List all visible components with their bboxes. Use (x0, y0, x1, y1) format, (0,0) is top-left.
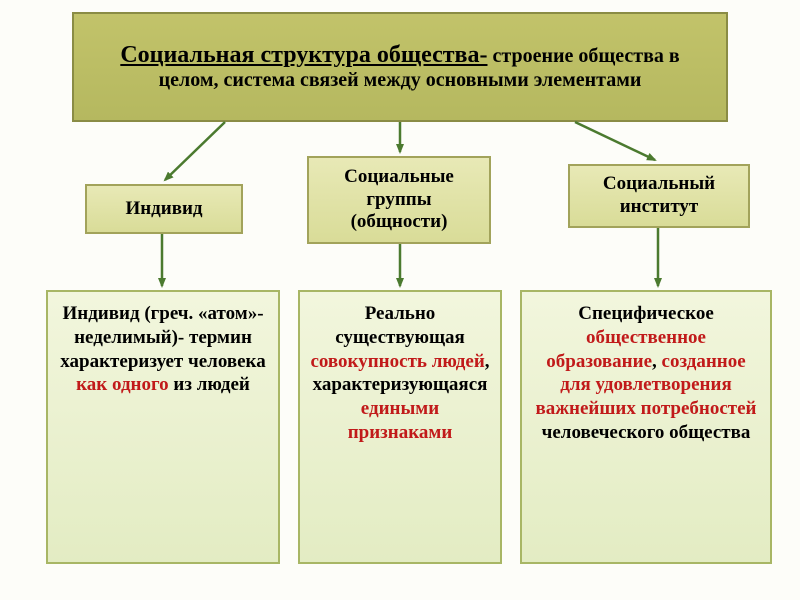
bottom-box-institute: Специфическое общественное образование, … (520, 290, 772, 564)
header-text: Социальная структура общества- строение … (104, 42, 696, 92)
mid-box-groups: Социальные группы (общности) (307, 156, 491, 244)
mid-box-institute: Социальный институт (568, 164, 750, 228)
mid-label: Индивид (125, 198, 202, 221)
mid-box-individ: Индивид (85, 184, 243, 234)
mid-label: Социальные группы (общности) (317, 166, 481, 234)
header-box: Социальная структура общества- строение … (72, 12, 728, 122)
bottom-box-groups: Реально существующая совокупность людей,… (298, 290, 502, 564)
header-title-strong: Социальная структура общества- (120, 42, 487, 68)
bottom-box-individ: Индивид (греч. «атом»- неделимый)- терми… (46, 290, 280, 564)
mid-label: Социальный институт (578, 173, 740, 219)
